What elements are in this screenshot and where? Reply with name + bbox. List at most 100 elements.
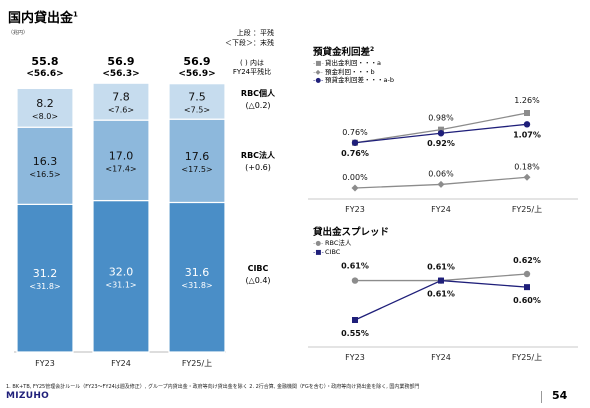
unit-label: （兆円） <box>8 30 29 36</box>
bar-total: 56.9 <56.9> <box>162 55 232 80</box>
page-title: 国内貸出金1 <box>8 10 78 26</box>
data-label-yield-gap: 0.92% <box>427 139 455 148</box>
data-label-loan-yield: 1.26% <box>514 96 540 105</box>
bar-segment-rbc-individual <box>16 87 74 128</box>
bar-total-period-end: <56.6> <box>26 69 64 79</box>
fy24-note-line1: ( ) 内は <box>240 59 264 67</box>
bar-label-lower-rbc-corporate: <17.5> <box>181 165 212 174</box>
bar-label-cibc: 31.6 <box>185 266 210 279</box>
bar-label-lower-rbc-corporate: <16.5> <box>29 170 60 179</box>
bar-segment-rbc-corporate <box>16 126 74 205</box>
bar-segment-rbc-corporate <box>168 118 226 204</box>
footnote: 1. BK+TB, FY25管理会計ルール（FY23～FY24は遡及修正）, グ… <box>6 384 420 390</box>
fy24-note: ( ) 内は FY24平残比 <box>226 59 278 77</box>
data-label-cibc-spread: 0.60% <box>513 296 541 305</box>
bar-label-cibc: 32.0 <box>109 265 134 278</box>
series-line-cibc-spread <box>354 279 528 321</box>
data-label-yield-gap: 1.07% <box>513 130 541 139</box>
data-point-cibc-spread <box>524 284 530 291</box>
bar-total-average: 55.8 <box>31 55 59 68</box>
data-label-loan-yield: 0.98% <box>428 114 454 123</box>
data-label-deposit-yield: 0.06% <box>428 169 454 178</box>
line-category-label: FY25/上 <box>512 353 542 362</box>
data-label-yield-gap: 0.76% <box>341 149 369 158</box>
bar-label-lower-rbc-individual: <8.0> <box>32 112 58 121</box>
legend-yield-gap: -●- 預貸金利回差・・・a-b <box>313 76 394 84</box>
data-point-rbc-corporate-spread <box>351 277 359 284</box>
bar-total: 56.9 <56.3> <box>86 55 156 80</box>
legend-note-upper: 上段 ：平残 <box>236 29 274 37</box>
data-label-rbc-corporate-spread: 0.62% <box>513 256 541 265</box>
data-label-deposit-yield: 0.18% <box>514 162 540 171</box>
bar-category-label: FY23 <box>35 359 55 368</box>
bar-total: 55.8 <56.6> <box>10 55 80 80</box>
line-category-label: FY24 <box>431 205 451 214</box>
legend-deposit-yield: -◆- 預金利回・・・b <box>313 67 375 76</box>
bar-label-lower-rbc-corporate: <17.4> <box>105 164 136 173</box>
bar-segment-cibc <box>92 199 150 353</box>
yield-gap-title: 預貸金利回差2 <box>313 45 375 58</box>
data-point-loan-yield <box>524 110 530 116</box>
data-label-rbc-corporate-spread: 0.61% <box>427 263 455 272</box>
data-label-cibc-spread: 0.55% <box>341 329 369 338</box>
bar-segment-rbc-individual <box>92 82 150 121</box>
data-point-cibc-spread <box>352 317 358 323</box>
bar-label-rbc-individual: 8.2 <box>36 97 54 110</box>
bar-segment-rbc-corporate <box>92 119 150 202</box>
data-label-rbc-corporate-spread: 0.61% <box>341 262 369 271</box>
bar-total-average: 56.9 <box>107 55 135 68</box>
data-point-deposit-yield <box>351 184 359 192</box>
bar-category-label: FY25/上 <box>182 359 212 368</box>
loan-spread-title: 貸出金スプレッド <box>313 227 390 238</box>
mizuho-logo: MIZUHO <box>6 391 50 401</box>
yield-gap-legend: -■-貸出金利回・・・a -◆- 預金利回・・・b -●- 預貸金利回差・・・a-b <box>313 59 394 85</box>
change-rbc-corporate: RBC法人 (+0.6) <box>240 151 276 172</box>
legend-note: 上段 ：平残 ＜下段＞：末残 <box>224 28 274 48</box>
bar-label-rbc-individual: 7.5 <box>188 90 206 103</box>
bar-label-rbc-individual: 7.8 <box>112 91 130 104</box>
change-cibc: CIBC (△0.4) <box>245 264 271 285</box>
bar-label-rbc-corporate: 17.0 <box>109 149 134 162</box>
page-number-divider <box>541 391 542 403</box>
bar-total-period-end: <56.3> <box>102 69 140 79</box>
data-point-yield-gap <box>523 121 531 128</box>
data-point-rbc-corporate-spread <box>523 270 531 278</box>
data-label-cibc-spread: 0.61% <box>427 290 455 299</box>
data-label-deposit-yield: 0.00% <box>342 173 368 182</box>
legend-cibc-spread: -■-CIBC <box>313 247 341 256</box>
line-category-label: FY23 <box>345 205 365 214</box>
bar-label-lower-cibc: <31.8> <box>29 282 60 291</box>
data-point-loan-yield <box>438 126 444 133</box>
data-point-cibc-spread <box>438 277 444 284</box>
data-point-deposit-yield <box>437 180 445 188</box>
bar-segment-cibc <box>168 201 226 353</box>
change-rbc-individual: RBC個人 (△0.2) <box>240 89 276 110</box>
bar-category-label: FY24 <box>111 359 131 368</box>
bar-segment-rbc-individual <box>168 83 226 120</box>
line-category-label: FY24 <box>431 353 451 362</box>
legend-note-lower: ＜下段＞：末残 <box>225 39 274 47</box>
line-category-label: FY23 <box>345 353 365 362</box>
bar-total-average: 56.9 <box>183 55 211 68</box>
bar-label-rbc-corporate: 17.6 <box>185 150 210 163</box>
data-point-deposit-yield <box>523 173 531 181</box>
bar-label-lower-rbc-individual: <7.6> <box>108 106 134 115</box>
bar-label-lower-cibc: <31.1> <box>105 280 136 289</box>
fy24-note-line2: FY24平残比 <box>232 68 272 76</box>
bar-label-cibc: 31.2 <box>33 267 58 280</box>
bar-label-rbc-corporate: 16.3 <box>33 155 58 168</box>
loan-spread-legend: -●- RBC法人 -■-CIBC <box>313 239 351 256</box>
data-point-yield-gap <box>351 139 359 146</box>
page-number: 54 <box>552 389 568 402</box>
legend-rbc-corp-spread: -●- RBC法人 <box>313 239 352 247</box>
data-point-yield-gap <box>437 130 445 137</box>
bar-total-period-end: <56.9> <box>178 69 216 79</box>
data-label-loan-yield: 0.76% <box>342 128 368 137</box>
bar-label-lower-cibc: <31.8> <box>181 281 212 290</box>
legend-loan-yield: -■-貸出金利回・・・a <box>313 59 381 67</box>
bar-label-lower-rbc-individual: <7.5> <box>184 105 210 114</box>
bar-segment-cibc <box>16 203 74 353</box>
